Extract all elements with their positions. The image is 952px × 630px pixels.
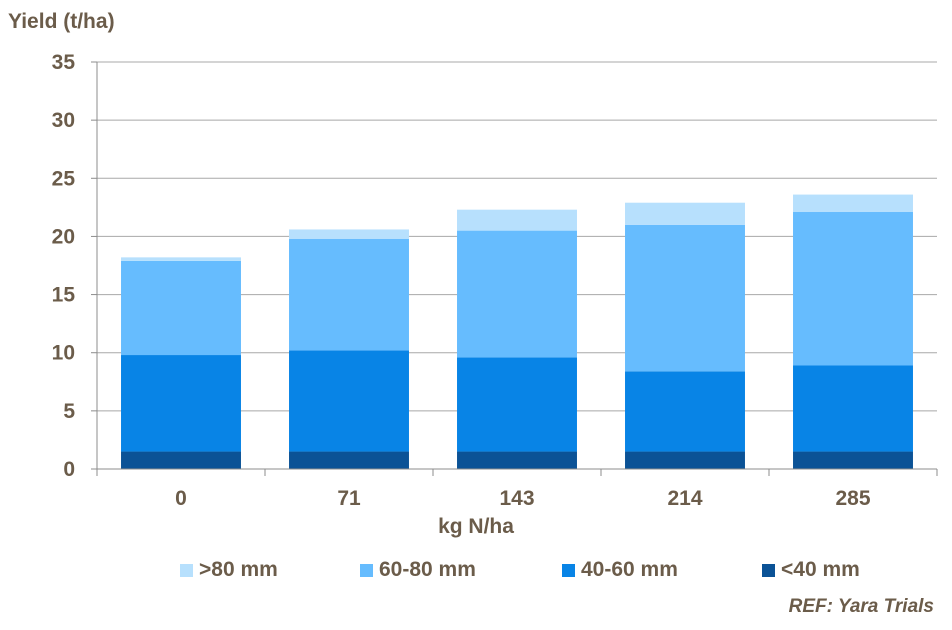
- x-tick-label: 0: [175, 487, 187, 510]
- y-tick-label: 15: [52, 284, 76, 307]
- bar-segment-0-s3: [121, 257, 241, 261]
- legend-swatch-40-60: [562, 563, 575, 577]
- bar-segment-143-s3: [457, 209, 577, 231]
- legend-label-60-80: 60-80 mm: [379, 558, 476, 581]
- legend-item-over-80: >80 mm: [180, 556, 278, 584]
- bar-segment-0-s0: [121, 451, 241, 469]
- y-axis-label: Yield (t/ha): [8, 10, 115, 33]
- legend-label-under-40: <40 mm: [781, 558, 860, 581]
- bar-segment-143-s2: [457, 230, 577, 358]
- x-tick-label: 214: [667, 487, 702, 510]
- bar-segment-71-s2: [289, 238, 409, 351]
- legend-item-60-80: 60-80 mm: [360, 556, 476, 584]
- bar-segment-71-s1: [289, 350, 409, 452]
- x-tick-label: 285: [835, 487, 870, 510]
- legend-item-40-60: 40-60 mm: [562, 556, 678, 584]
- bar-segment-143-s0: [457, 451, 577, 469]
- legend-label-40-60: 40-60 mm: [581, 558, 678, 581]
- x-tick-label: 71: [337, 487, 361, 510]
- bar-segment-214-s2: [625, 224, 745, 372]
- bar-segment-0-s2: [121, 260, 241, 356]
- bar-segment-285-s3: [793, 194, 913, 213]
- x-tick-label: 143: [499, 487, 534, 510]
- y-tick-label: 10: [52, 342, 75, 365]
- legend-label-over-80: >80 mm: [199, 558, 278, 581]
- bars: [121, 194, 913, 469]
- y-tick-label: 20: [52, 225, 75, 248]
- reference-note: REF: Yara Trials: [788, 596, 934, 617]
- bar-segment-143-s1: [457, 357, 577, 452]
- bar-segment-285-s0: [793, 451, 913, 469]
- legend-item-under-40: <40 mm: [762, 556, 860, 584]
- y-tick-label: 30: [52, 109, 75, 132]
- bar-segment-214-s0: [625, 451, 745, 469]
- bar-segment-0-s1: [121, 355, 241, 452]
- x-axis-label: kg N/ha: [438, 515, 514, 538]
- y-tick-label: 25: [52, 167, 76, 190]
- bar-segment-214-s3: [625, 202, 745, 225]
- bar-segment-285-s1: [793, 365, 913, 452]
- bar-segment-285-s2: [793, 212, 913, 366]
- legend-swatch-over-80: [180, 563, 193, 577]
- legend: >80 mm 60-80 mm 40-60 mm <40 mm: [0, 556, 952, 584]
- bar-segment-71-s3: [289, 229, 409, 239]
- y-tick-label: 35: [52, 51, 76, 74]
- bar-segment-71-s0: [289, 451, 409, 469]
- bar-segment-214-s1: [625, 371, 745, 452]
- axes: 0 5 10 15 20 25 30 35 0 71 143 214 285: [52, 51, 938, 510]
- y-tick-label: 5: [63, 400, 75, 423]
- legend-swatch-60-80: [360, 563, 373, 577]
- legend-swatch-under-40: [762, 563, 775, 577]
- y-tick-label: 0: [63, 458, 75, 481]
